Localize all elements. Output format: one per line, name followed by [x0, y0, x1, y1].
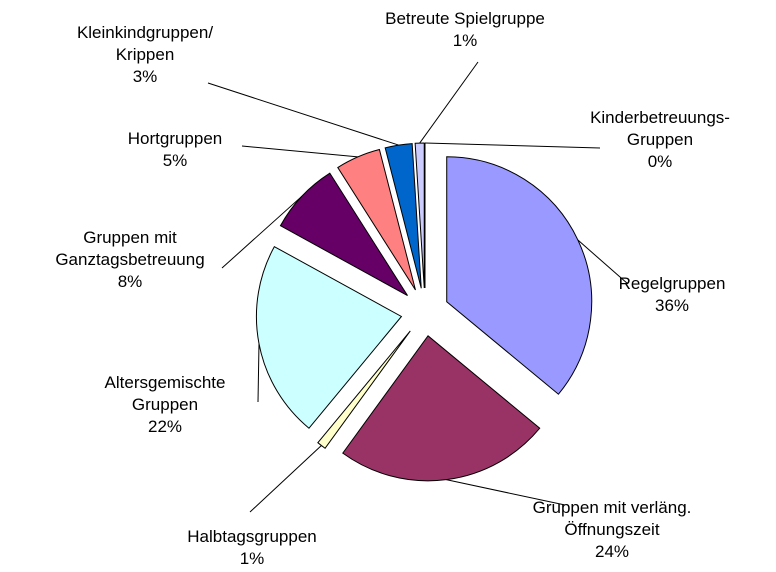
category-label: Hortgruppen [127, 129, 223, 148]
slice-label: Gruppen mit verläng. Öffnungszeit 24% [533, 497, 692, 563]
category-label: Gruppen mit Ganztagsbetreuung [55, 228, 205, 269]
category-label: Betreute Spielgruppe [385, 9, 545, 28]
leader-line [446, 479, 566, 506]
pie-slice [317, 330, 411, 449]
value-label: 3% [132, 67, 158, 86]
category-label: Gruppen mit verläng. Öffnungszeit [532, 498, 692, 539]
slice-label: Halbtagsgruppen 1% [187, 526, 316, 570]
category-label: Altersgemischte Gruppen [104, 373, 226, 414]
leader-line [577, 239, 629, 285]
value-label: 5% [162, 151, 188, 170]
pie-slice [446, 156, 593, 395]
slice-label: Regelgruppen 36% [619, 273, 726, 317]
category-label: Kleinkindgruppen/ Krippen [76, 23, 214, 64]
slice-label: Altersgemischte Gruppen 22% [105, 372, 226, 438]
category-label: Regelgruppen [618, 274, 726, 293]
pie-slice [337, 148, 416, 291]
leader-line [249, 445, 322, 513]
leader-line [257, 343, 260, 403]
slice-label: Gruppen mit Ganztagsbetreuung 8% [55, 227, 204, 293]
slice-label: Kinderbetreuungs- Gruppen 0% [590, 107, 730, 173]
leader-line [419, 61, 479, 144]
value-label: 8% [117, 272, 143, 291]
value-label: 24% [594, 542, 630, 561]
slice-label: Hortgruppen 5% [128, 128, 223, 172]
pie-slice [342, 335, 541, 482]
leader-line [221, 195, 303, 269]
pie-slice [384, 143, 422, 289]
value-label: 1% [452, 31, 478, 50]
leader-line [424, 142, 601, 149]
value-label: 1% [239, 549, 265, 568]
leader-line [241, 145, 358, 158]
value-label: 22% [147, 417, 183, 436]
category-label: Halbtagsgruppen [187, 527, 317, 546]
slice-label: Betreute Spielgruppe 1% [385, 8, 545, 52]
leader-line [207, 82, 399, 146]
category-label: Kinderbetreuungs- Gruppen [590, 108, 730, 149]
value-label: 36% [654, 296, 690, 315]
slice-label: Kleinkindgruppen/ Krippen 3% [77, 22, 213, 88]
value-label: 0% [647, 152, 673, 171]
